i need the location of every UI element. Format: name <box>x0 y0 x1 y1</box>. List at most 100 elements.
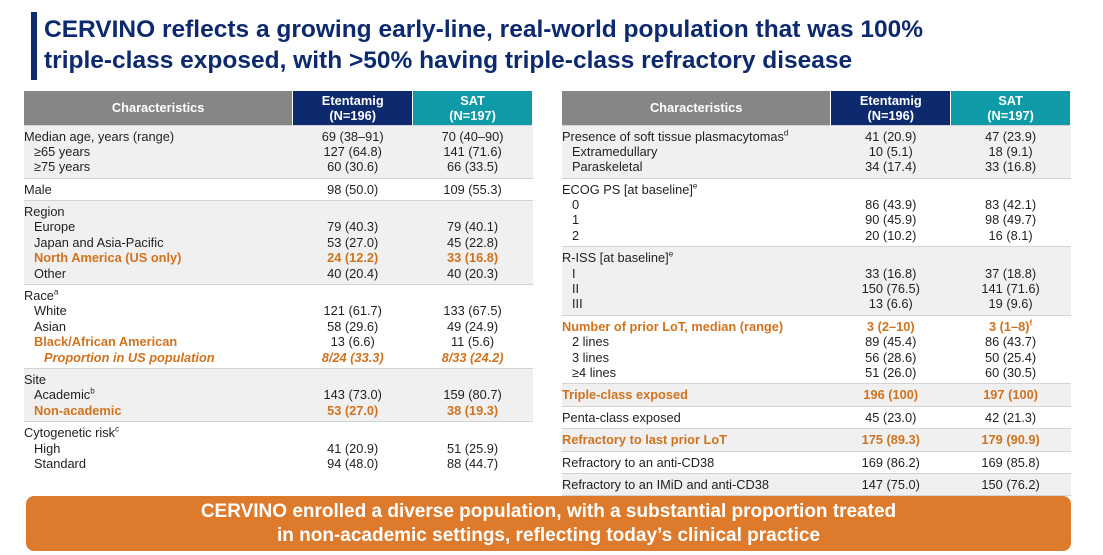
row-label-text: Site <box>24 371 47 387</box>
sat-value-text: 133 (67.5) <box>443 303 502 319</box>
etentamig-header-n: (N=196) <box>329 107 377 123</box>
table-row-group: Site Academicb Non-academic 143 (73.0) 53 (2… <box>24 367 533 422</box>
etentamig-value-text: 69 (38–91) <box>321 128 384 144</box>
footnote-marker: c <box>115 424 120 434</box>
sat-value-text: 42 (21.3) <box>984 409 1037 425</box>
row-label: North America (US only) <box>24 250 293 265</box>
sat-value: 8/33 (24.2) <box>413 350 533 365</box>
row-label-text: Presence of soft tissue plasmacytomas <box>562 128 784 144</box>
sat-value: 37 (18.8) <box>951 266 1071 281</box>
table-row-group: Racea White Asian Black/African American Pro… <box>24 284 533 369</box>
table-row-group: Cytogenetic riskc High Standard 41 (20.9) 94… <box>24 421 533 475</box>
etentamig-header: Etentamig (N=196) <box>830 91 952 125</box>
key-message-banner: CERVINO enrolled a diverse population, w… <box>26 496 1071 551</box>
row-label: III <box>562 296 831 311</box>
row-label-text: White <box>34 303 67 319</box>
row-label: Refractory to an IMiD and anti-CD38 <box>562 477 831 492</box>
sat-value-text: 159 (80.7) <box>443 387 502 403</box>
sat-value-text: 45 (22.8) <box>446 234 499 250</box>
etentamig-value-text: 20 (10.2) <box>865 227 917 243</box>
row-label: Asian <box>24 319 293 334</box>
etentamig-value: 147 (75.0) <box>831 477 951 492</box>
sat-value: 51 (25.9) <box>413 441 533 456</box>
etentamig-header-label: Etentamig <box>321 92 384 108</box>
etentamig-value: 175 (89.3) <box>831 432 951 447</box>
etentamig-value-text: 56 (28.6) <box>865 349 917 365</box>
sat-value: 18 (9.1) <box>951 144 1071 159</box>
etentamig-value-text: 33 (16.8) <box>865 265 917 281</box>
etentamig-value: 89 (45.4) <box>831 334 951 349</box>
demographics-table: Characteristics Etentamig (N=196) SAT (N… <box>24 91 533 475</box>
sat-header-label: SAT <box>998 92 1023 108</box>
slide-title: CERVINO reflects a growing early-line, r… <box>44 14 1084 76</box>
row-label-text: Japan and Asia-Pacific <box>34 234 164 250</box>
sat-value: 141 (71.6) <box>413 144 533 159</box>
sat-header: SAT (N=197) <box>412 91 533 125</box>
etentamig-value: 150 (76.5) <box>831 281 951 296</box>
sat-value-text: 47 (23.9) <box>984 128 1037 144</box>
etentamig-value: 86 (43.9) <box>831 197 951 212</box>
etentamig-value: 33 (16.8) <box>831 266 951 281</box>
row-label: Standard <box>24 456 293 471</box>
footnote-marker: a <box>53 287 59 297</box>
sat-value-text: 33 (16.8) <box>984 159 1037 175</box>
row-label: Presence of soft tissue plasmacytomasd <box>562 129 831 144</box>
sat-value <box>413 425 533 440</box>
sat-value <box>413 204 533 219</box>
footnote-marker: e <box>692 181 698 191</box>
row-label-text: Penta-class exposed <box>562 409 681 425</box>
sat-cell: 3 (1–8)f 86 (43.7) 50 (25.4) 60 (30.5) <box>950 314 1071 384</box>
sat-value-text: 197 (100) <box>983 387 1038 403</box>
sat-value: 179 (90.9) <box>951 432 1071 447</box>
row-label-text: ≥75 years <box>34 159 91 175</box>
sat-cell: 179 (90.9) <box>950 428 1071 452</box>
characteristic-cell: Region Europe Japan and Asia-Pacific North … <box>24 200 293 285</box>
row-label-text: Paraskeletal <box>572 159 643 175</box>
row-label: R-ISS [at baseline]e <box>562 250 831 265</box>
sat-value-text: 33 (16.8) <box>446 250 499 266</box>
etentamig-value: 196 (100) <box>831 387 951 402</box>
row-label: Site <box>24 372 293 387</box>
row-label-text: High <box>34 440 61 456</box>
sat-value-text: 179 (90.9) <box>981 432 1040 448</box>
row-label: Non-academic <box>24 403 293 418</box>
row-label-text: Region <box>24 204 65 220</box>
sat-value-text: 66 (33.5) <box>446 159 499 175</box>
etentamig-value <box>831 182 951 197</box>
row-label: I <box>562 266 831 281</box>
etentamig-value-text: 127 (64.8) <box>323 143 382 159</box>
etentamig-value <box>293 288 413 303</box>
table-row-group: Triple-class exposed 196 (100) 197 (100) <box>562 383 1071 407</box>
sat-value: 16 (8.1) <box>951 228 1071 243</box>
sat-value-text: 18 (9.1) <box>988 143 1033 159</box>
footnote-marker: b <box>90 387 95 397</box>
sat-value: 133 (67.5) <box>413 303 533 318</box>
etentamig-value-text: 40 (20.4) <box>327 265 379 281</box>
sat-value <box>951 250 1071 265</box>
etentamig-value: 20 (10.2) <box>831 228 951 243</box>
row-label-text: Non-academic <box>34 402 122 418</box>
sat-cell: 197 (100) <box>950 383 1071 407</box>
etentamig-value <box>831 250 951 265</box>
sat-cell: 83 (42.1) 98 (49.7) 16 (8.1) <box>950 177 1071 247</box>
etentamig-value: 58 (29.6) <box>293 319 413 334</box>
etentamig-cell: 79 (40.3) 53 (27.0) 24 (12.2) 40 (20.4) <box>292 200 413 285</box>
characteristic-cell: Presence of soft tissue plasmacytomasd Ex… <box>562 124 831 179</box>
etentamig-value: 24 (12.2) <box>293 250 413 265</box>
characteristic-cell: Racea White Asian Black/African American Pro… <box>24 284 293 369</box>
etentamig-value: 60 (30.6) <box>293 159 413 174</box>
sat-value: 11 (5.6) <box>413 334 533 349</box>
etentamig-value: 10 (5.1) <box>831 144 951 159</box>
etentamig-value: 13 (6.6) <box>831 296 951 311</box>
etentamig-cell: 98 (50.0) <box>292 177 413 201</box>
etentamig-value-text: 10 (5.1) <box>868 143 913 159</box>
sat-value: 45 (22.8) <box>413 235 533 250</box>
etentamig-value-text: 169 (86.2) <box>861 454 920 470</box>
row-label-text: Europe <box>34 219 76 235</box>
etentamig-value: 13 (6.6) <box>293 334 413 349</box>
etentamig-value: 53 (27.0) <box>293 403 413 418</box>
sat-value: 33 (16.8) <box>413 250 533 265</box>
etentamig-header: Etentamig (N=196) <box>292 91 414 125</box>
row-label-text: Asian <box>34 318 67 334</box>
sat-value-text: 8/33 (24.2) <box>441 349 504 365</box>
